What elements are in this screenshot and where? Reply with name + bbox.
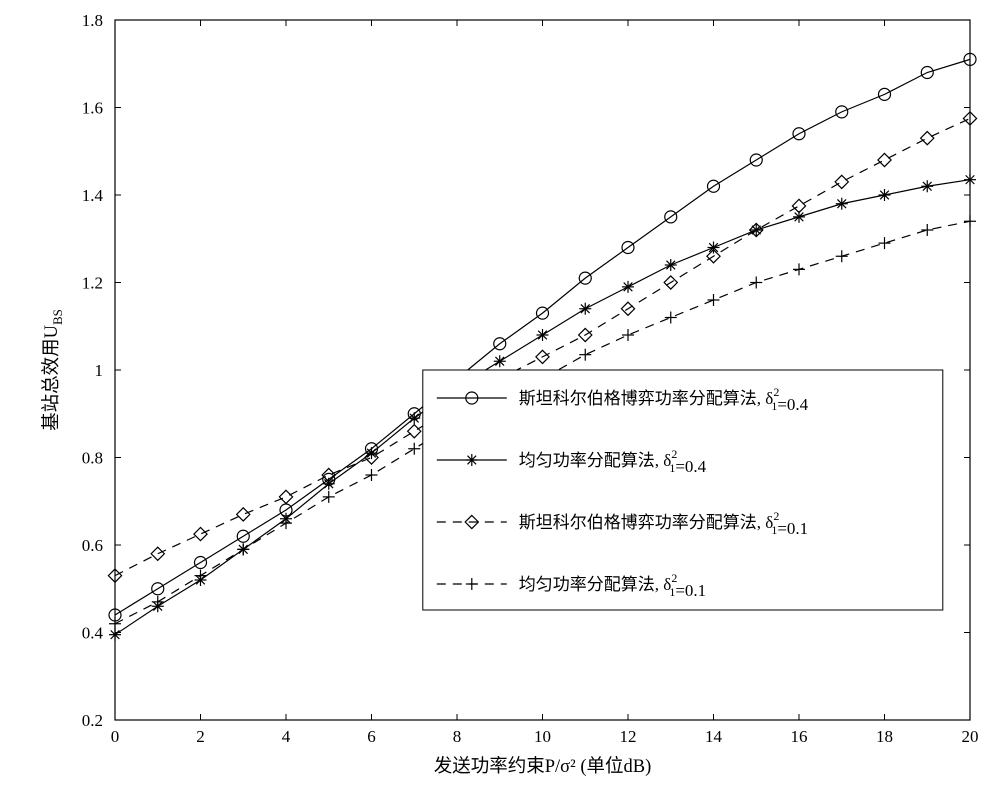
x-tick-label: 10	[534, 727, 551, 746]
x-tick-label: 4	[282, 727, 291, 746]
y-tick-label: 1.2	[82, 274, 103, 293]
x-tick-label: 6	[367, 727, 376, 746]
y-tick-label: 0.4	[82, 624, 104, 643]
chart-container: 0 2 4 6 8 10 12 14 16 18 20 0.2 0.4 0.6 0.8 1 1.2 1.4 1.6 1…	[0, 0, 1000, 799]
y-tick-label: 1.8	[82, 11, 103, 30]
x-tick-label: 2	[196, 727, 205, 746]
x-tick-label: 20	[962, 727, 979, 746]
x-tick-label: 14	[705, 727, 723, 746]
y-tick-label: 1	[95, 361, 104, 380]
y-tick-label: 1.4	[82, 186, 104, 205]
x-tick-label: 18	[876, 727, 893, 746]
x-tick-label: 12	[620, 727, 637, 746]
x-tick-label: 8	[453, 727, 462, 746]
y-tick-label: 0.6	[82, 536, 103, 555]
y-axis-label-group: 基站总效用UBS	[41, 309, 65, 431]
y-axis-label: 基站总效用UBS	[41, 309, 65, 431]
x-tick-label: 0	[111, 727, 120, 746]
y-tick-label: 0.8	[82, 449, 103, 468]
x-tick-label: 16	[791, 727, 808, 746]
y-tick-label: 1.6	[82, 99, 103, 118]
legend: 斯坦科尔伯格博弈功率分配算法, δ21=0.4均匀功率分配算法, δ21=0.4…	[423, 370, 943, 610]
x-axis-label: 发送功率约束P/σ² (单位dB)	[434, 756, 651, 777]
y-tick-label: 0.2	[82, 711, 103, 730]
line-chart: 0 2 4 6 8 10 12 14 16 18 20 0.2 0.4 0.6 0.8 1 1.2 1.4 1.6 1…	[0, 0, 1000, 799]
